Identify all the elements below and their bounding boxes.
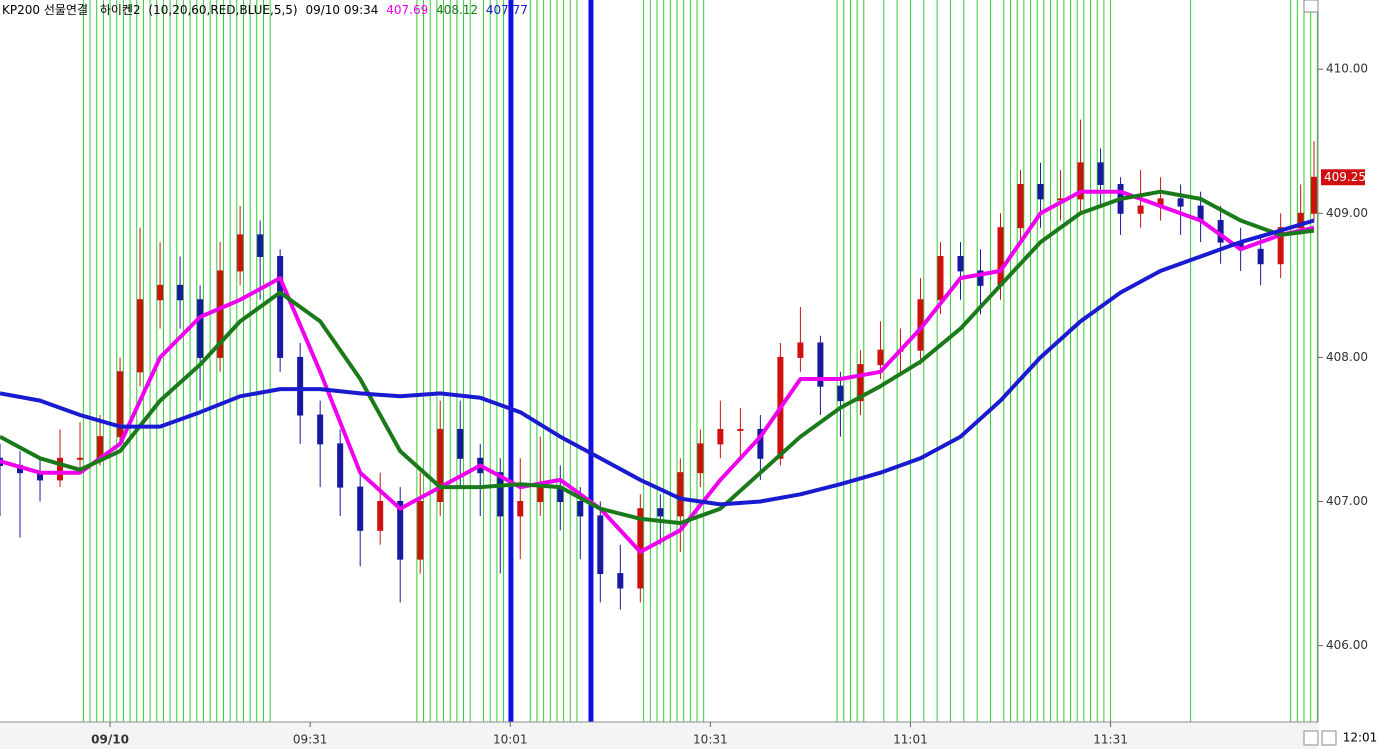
candle-body bbox=[497, 472, 504, 517]
ma-line bbox=[0, 189, 1315, 526]
search-button[interactable] bbox=[1321, 730, 1337, 746]
candle-body bbox=[1077, 162, 1084, 200]
candle-body bbox=[77, 457, 84, 460]
y-tick-label: 409.00 bbox=[1326, 206, 1368, 220]
legend-value: 408.12 bbox=[436, 3, 478, 17]
candle-body bbox=[657, 508, 664, 517]
candle-body bbox=[797, 342, 804, 358]
x-tick-label: 09:31 bbox=[293, 733, 328, 747]
x-tick-label: 11:31 bbox=[1093, 733, 1128, 747]
price-box bbox=[1321, 169, 1365, 186]
candle-body bbox=[1257, 248, 1264, 265]
candle-body bbox=[937, 256, 944, 301]
indicator: 하이켄2 bbox=[100, 3, 141, 17]
candle-body bbox=[1017, 183, 1024, 229]
candle-body bbox=[117, 371, 124, 438]
candle-body bbox=[757, 428, 764, 459]
candle-body bbox=[997, 227, 1004, 286]
candle-body bbox=[197, 299, 204, 358]
candle-body bbox=[1097, 162, 1104, 185]
candle-body bbox=[577, 501, 584, 517]
candle-body bbox=[1297, 212, 1304, 229]
candle-body bbox=[737, 428, 744, 431]
candle-body bbox=[57, 457, 64, 481]
candle-body bbox=[437, 428, 444, 503]
candle-body bbox=[397, 501, 404, 560]
current-price: 409.25 bbox=[1324, 170, 1366, 184]
candle-body bbox=[277, 256, 284, 358]
header: KP200 선물연결 하이켄2 (10,20,60,RED,BLUE,5,5) … bbox=[2, 3, 528, 17]
datetime: 09/10 09:34 bbox=[305, 3, 378, 17]
candle-body bbox=[297, 356, 304, 416]
candle-body bbox=[597, 515, 604, 575]
candle-body bbox=[817, 342, 824, 387]
candle-body bbox=[697, 443, 704, 474]
candle-body bbox=[177, 284, 184, 301]
candle-body bbox=[457, 428, 464, 459]
y-tick-label: 410.00 bbox=[1326, 62, 1368, 76]
x-tick-label: 11:01 bbox=[893, 733, 928, 747]
legend-value: 407.69 bbox=[386, 3, 428, 17]
y-tick-label: 406.00 bbox=[1326, 638, 1368, 652]
candle-body bbox=[337, 443, 344, 488]
candle-body bbox=[257, 234, 264, 258]
plot-area bbox=[0, 0, 1318, 722]
candle-body bbox=[1310, 176, 1317, 214]
corner-time: 12:01 bbox=[1343, 731, 1378, 745]
legend-value: 407.77 bbox=[486, 3, 528, 17]
candle-body bbox=[617, 573, 624, 589]
candle-body bbox=[877, 349, 884, 366]
x-tick-label: 10:01 bbox=[493, 733, 528, 747]
candle-body bbox=[237, 234, 244, 272]
menu-button[interactable] bbox=[1303, 0, 1319, 13]
candle-body bbox=[377, 501, 384, 531]
zoom-button[interactable] bbox=[1303, 730, 1319, 746]
y-tick-label: 407.00 bbox=[1326, 494, 1368, 508]
candle-body bbox=[317, 414, 324, 445]
candle-body bbox=[957, 256, 964, 272]
symbol: KP200 선물연결 bbox=[2, 3, 88, 17]
ma-line bbox=[0, 189, 1315, 554]
ma-line bbox=[0, 218, 1315, 507]
params: (10,20,60,RED,BLUE,5,5) bbox=[148, 3, 297, 17]
candle-body bbox=[1037, 183, 1044, 200]
candle-body bbox=[837, 385, 844, 402]
candle-body bbox=[717, 428, 724, 445]
candle-body bbox=[1137, 205, 1144, 214]
x-tick-label: 10:31 bbox=[693, 733, 728, 747]
y-tick-label: 408.00 bbox=[1326, 350, 1368, 364]
candle-body bbox=[857, 364, 864, 402]
candle-body bbox=[217, 270, 224, 358]
candle-body bbox=[1277, 227, 1284, 265]
time-axis-strip bbox=[0, 723, 1318, 749]
candle-body bbox=[517, 501, 524, 517]
candle-body bbox=[157, 284, 164, 301]
candle-body bbox=[977, 270, 984, 286]
candle-body bbox=[417, 501, 424, 560]
candle-body bbox=[1177, 198, 1184, 207]
candle-body bbox=[357, 486, 364, 531]
candle-body bbox=[137, 299, 144, 373]
candle-body bbox=[537, 486, 544, 503]
x-tick-label: 09/10 bbox=[91, 733, 129, 747]
candle-body bbox=[677, 472, 684, 517]
